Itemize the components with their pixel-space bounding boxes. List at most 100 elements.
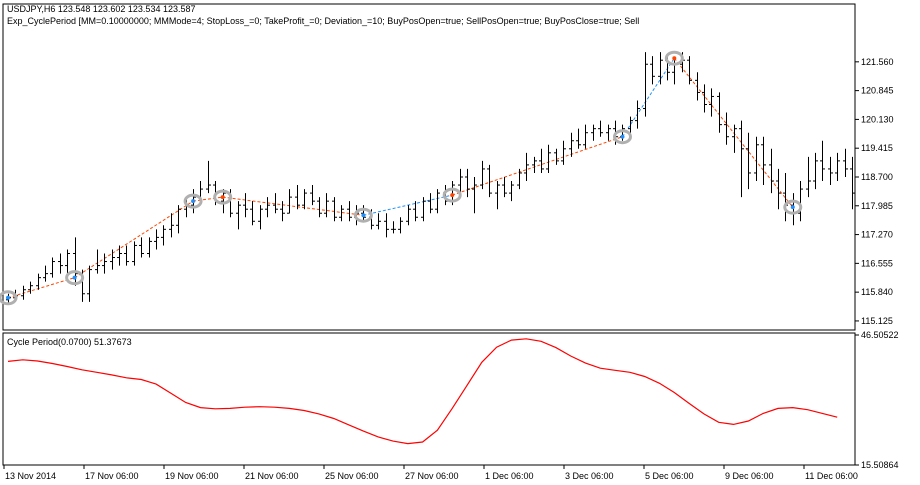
ohlc-bar bbox=[761, 136, 766, 186]
time-tick-label: 19 Nov 06:00 bbox=[165, 471, 219, 481]
trade-line bbox=[222, 196, 364, 216]
time-tick-label: 1 Dec 06:00 bbox=[485, 471, 534, 481]
ohlc-bar bbox=[769, 148, 774, 194]
ohlc-bar bbox=[717, 92, 722, 133]
price-axis: 121.560 120.845 120.130 119.415 118.700 117.9… bbox=[855, 57, 894, 326]
ohlc-bar bbox=[258, 205, 263, 230]
ohlc-bar bbox=[347, 201, 352, 222]
ohlc-bar bbox=[828, 156, 833, 186]
indicator-axis: 46.50522 15.50864 bbox=[855, 330, 899, 470]
ohlc-bar bbox=[724, 112, 729, 145]
ohlc-bar bbox=[28, 281, 33, 294]
ohlc-bar bbox=[87, 265, 92, 302]
price-tick-label: 116.555 bbox=[861, 258, 893, 268]
trade-marker-buy bbox=[183, 193, 203, 209]
marker-dot bbox=[672, 56, 677, 61]
ohlc-bar bbox=[302, 189, 307, 210]
time-tick-label: 13 Nov 2014 bbox=[5, 471, 56, 481]
ohlc-bar bbox=[791, 193, 796, 226]
ohlc-bar bbox=[798, 181, 803, 222]
trade-marker-buy bbox=[65, 270, 85, 286]
ohlc-bar bbox=[776, 168, 781, 210]
ohlc-bar bbox=[850, 156, 855, 210]
ohlc-bar bbox=[384, 213, 389, 238]
ohlc-bar bbox=[732, 124, 737, 153]
ohlc-bar bbox=[539, 148, 544, 173]
marker-ring bbox=[612, 129, 632, 145]
ohlc-bar bbox=[695, 72, 700, 101]
price-tick-label: 115.125 bbox=[861, 316, 893, 326]
marker-ring bbox=[442, 187, 462, 203]
ohlc-bar bbox=[265, 197, 270, 218]
marker-ring bbox=[0, 290, 18, 306]
trade-marker-buy bbox=[353, 207, 373, 223]
ohlc-bar bbox=[820, 140, 825, 182]
ohlc-bar bbox=[398, 217, 403, 234]
ohlc-bar bbox=[835, 152, 840, 182]
marker-ring bbox=[183, 193, 203, 209]
trade-marker-sell bbox=[664, 50, 684, 66]
trade-markers bbox=[0, 50, 803, 306]
trade-line bbox=[673, 57, 794, 208]
ohlc-bar bbox=[806, 156, 811, 198]
ohlc-bar bbox=[43, 265, 48, 282]
marker-ring bbox=[783, 199, 803, 215]
ohlc-bar bbox=[428, 193, 433, 214]
ohlc-bar bbox=[361, 205, 366, 222]
time-tick-label: 11 Dec 06:00 bbox=[805, 471, 858, 481]
ohlc-bar bbox=[236, 201, 241, 230]
ohlc-bar bbox=[702, 84, 707, 113]
trade-marker-buy bbox=[0, 290, 18, 306]
ohlc-bar bbox=[502, 176, 507, 198]
trade-line bbox=[363, 194, 453, 216]
indicator-label: Cycle Period(0.0700) 51.37673 bbox=[7, 337, 132, 347]
ohlc-bar bbox=[435, 189, 440, 214]
ohlc-bar bbox=[317, 197, 322, 218]
ohlc-bar bbox=[406, 205, 411, 226]
trade-marker-sell bbox=[213, 189, 233, 205]
ohlc-bar bbox=[421, 197, 426, 222]
price-tick-label: 118.700 bbox=[861, 172, 893, 182]
ohlc-bar bbox=[280, 201, 285, 222]
ohlc-bar bbox=[554, 148, 559, 165]
ohlc-bar bbox=[458, 168, 463, 194]
marker-dot bbox=[6, 295, 10, 300]
ohlc-bar bbox=[287, 189, 292, 214]
ohlc-bar bbox=[176, 205, 181, 234]
price-candles bbox=[6, 52, 855, 304]
price-tick-label: 115.840 bbox=[861, 287, 893, 297]
time-tick-label: 27 Nov 06:00 bbox=[405, 471, 459, 481]
ohlc-bar bbox=[273, 193, 278, 214]
ohlc-bar bbox=[206, 160, 211, 194]
ohlc-bar bbox=[376, 213, 381, 230]
ohlc-bar bbox=[310, 185, 315, 206]
ohlc-bar bbox=[50, 257, 55, 278]
expert-info: Exp_CyclePeriod [MM=0.10000000; MMMode=4… bbox=[7, 16, 639, 26]
price-tick-label: 121.560 bbox=[861, 57, 894, 67]
marker-dot bbox=[191, 199, 196, 204]
ohlc-bar bbox=[658, 52, 663, 85]
price-tick-label: 117.270 bbox=[861, 230, 893, 240]
ohlc-bar bbox=[813, 152, 818, 190]
ohlc-bar bbox=[169, 213, 174, 238]
trade-marker-sell bbox=[442, 187, 462, 203]
ohlc-bar bbox=[843, 148, 848, 177]
trade-marker-buy bbox=[612, 129, 632, 145]
time-tick-label: 5 Dec 06:00 bbox=[645, 471, 694, 481]
time-tick-label: 9 Dec 06:00 bbox=[725, 471, 774, 481]
ohlc-bar bbox=[332, 197, 337, 222]
trade-line bbox=[7, 277, 75, 299]
trade-line bbox=[622, 57, 675, 137]
time-tick-label: 17 Nov 06:00 bbox=[85, 471, 139, 481]
ohlc-bar bbox=[576, 128, 581, 149]
marker-ring bbox=[65, 270, 85, 286]
ohlc-bar bbox=[583, 124, 588, 149]
marker-ring bbox=[353, 207, 373, 223]
ohlc-bar bbox=[598, 120, 603, 137]
ohlc-bar bbox=[524, 152, 529, 182]
ohlc-bar bbox=[295, 185, 300, 210]
ohlc-bar bbox=[561, 140, 566, 165]
ohlc-bar bbox=[606, 124, 611, 141]
